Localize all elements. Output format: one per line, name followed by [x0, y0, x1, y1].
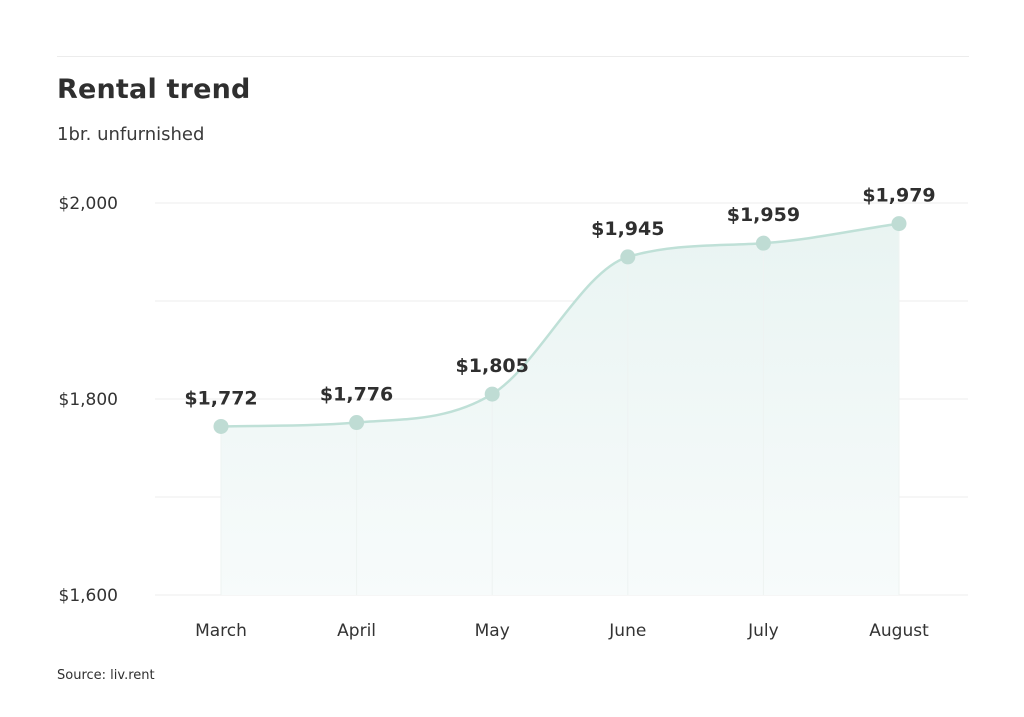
x-axis-ticks: March April May June July August: [195, 621, 929, 641]
y-axis-ticks: $1,600 $1,800 $2,000: [59, 194, 118, 606]
data-label: $1,945: [591, 218, 664, 240]
data-point: [620, 249, 636, 265]
source-note: Source: liv.rent: [57, 668, 155, 683]
category-guides: [220, 223, 900, 595]
data-point: [213, 418, 229, 434]
data-point: [484, 386, 500, 402]
x-tick-label: April: [337, 621, 376, 641]
y-tick-label: $2,000: [59, 194, 118, 214]
y-tick-label: $1,600: [59, 586, 118, 606]
data-label: $1,979: [862, 185, 935, 207]
data-label: $1,776: [320, 384, 393, 406]
data-label: $1,805: [456, 355, 529, 377]
x-tick-label: June: [608, 621, 646, 641]
top-divider: [57, 56, 969, 57]
series-line: [220, 222, 900, 428]
chart-title: Rental trend: [57, 74, 251, 105]
data-labels: $1,772 $1,776 $1,805 $1,945 $1,959 $1,979: [184, 185, 935, 410]
area-fill: [221, 223, 899, 595]
chart-subtitle: 1br. unfurnished: [57, 124, 205, 145]
data-label: $1,772: [184, 387, 257, 409]
data-point: [349, 415, 365, 431]
data-label: $1,959: [727, 204, 800, 226]
series-line-path: [220, 222, 900, 428]
x-tick-label: March: [195, 621, 247, 641]
area-under-line: [221, 223, 899, 595]
y-tick-label: $1,800: [59, 390, 118, 410]
data-point: [891, 216, 907, 232]
x-tick-label: July: [747, 621, 779, 641]
x-tick-label: August: [869, 621, 929, 641]
data-markers: [213, 216, 907, 434]
data-point: [755, 235, 771, 251]
x-tick-label: May: [475, 621, 510, 641]
